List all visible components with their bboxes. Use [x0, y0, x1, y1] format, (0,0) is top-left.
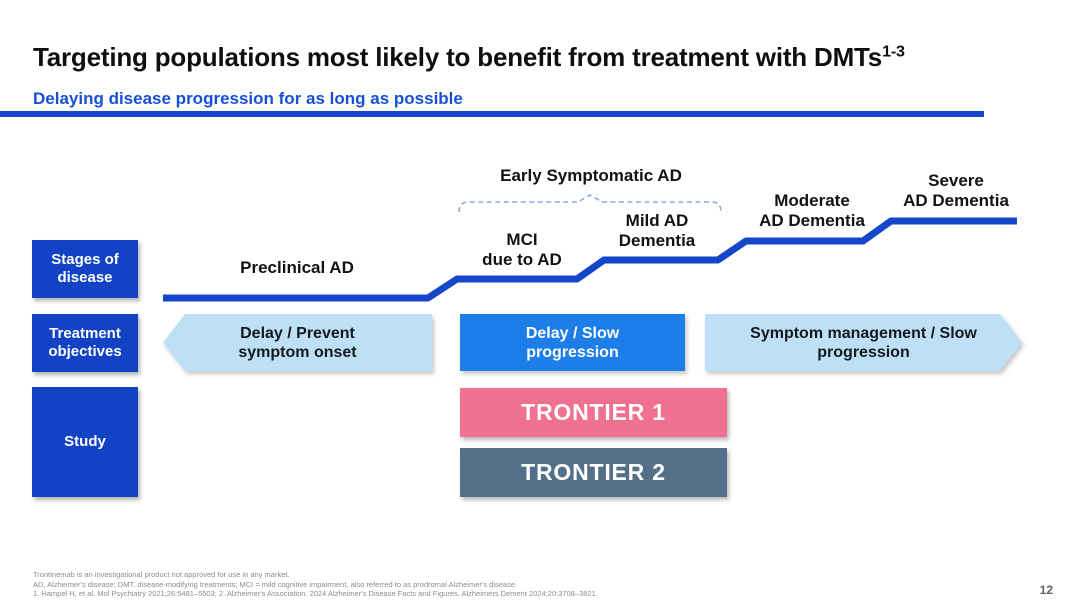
stage-moderate-ad: Moderate AD Dementia: [759, 191, 865, 230]
early-symptomatic-bracket: [458, 194, 722, 213]
stage-mci: MCI due to AD: [482, 230, 562, 269]
stage-preclinical: Preclinical AD: [240, 258, 354, 277]
stage-mild-ad: Mild AD Dementia: [618, 211, 696, 250]
slide-title: Targeting populations most likely to ben…: [33, 42, 905, 73]
slide-subtitle: Delaying disease progression for as long…: [33, 89, 463, 108]
footnote-line: AD, Alzheimer's disease; DMT, disease-mo…: [33, 579, 518, 589]
objective-arrow-delay-prevent-shape: Delay / Prevent symptom onset: [163, 314, 432, 371]
objective-box-delay-slow-shape: Delay / Slow progression: [460, 314, 685, 371]
objective-arrow-symptom-management-shape: Symptom management / Slow progression: [705, 314, 1022, 371]
page-number: 12: [1039, 583, 1053, 597]
row-label-treatment-objectives: Treatment objectives: [32, 314, 138, 372]
study-trontier-1: TRONTIER 1: [460, 388, 727, 437]
stage-severe-ad: Severe AD Dementia: [903, 171, 1009, 210]
footnote-line: Trontinemab is an investigational produc…: [33, 570, 290, 579]
objective-box-delay-slow: Delay / Slow progression: [460, 314, 685, 371]
slide-title-reference-superscript: 1-3: [882, 42, 905, 61]
objective-arrow-symptom-management: Symptom management / Slow progression: [705, 314, 1022, 371]
objective-arrow-delay-prevent: Delay / Prevent symptom onset: [163, 314, 432, 371]
study-trontier-2: TRONTIER 2: [460, 448, 727, 497]
header-accent-rule: [0, 111, 984, 117]
stage-group-early-symptomatic: Early Symptomatic AD: [500, 166, 682, 185]
footnote-line: 1. Hampel H, et al. Mol Psychiatry 2021;…: [33, 589, 598, 598]
slide-title-text: Targeting populations most likely to ben…: [33, 42, 883, 72]
row-label-stages-of-disease: Stages of disease: [32, 240, 138, 298]
row-label-study: Study: [32, 387, 138, 497]
footnotes: Trontinemab is an investigational produc…: [33, 570, 598, 599]
